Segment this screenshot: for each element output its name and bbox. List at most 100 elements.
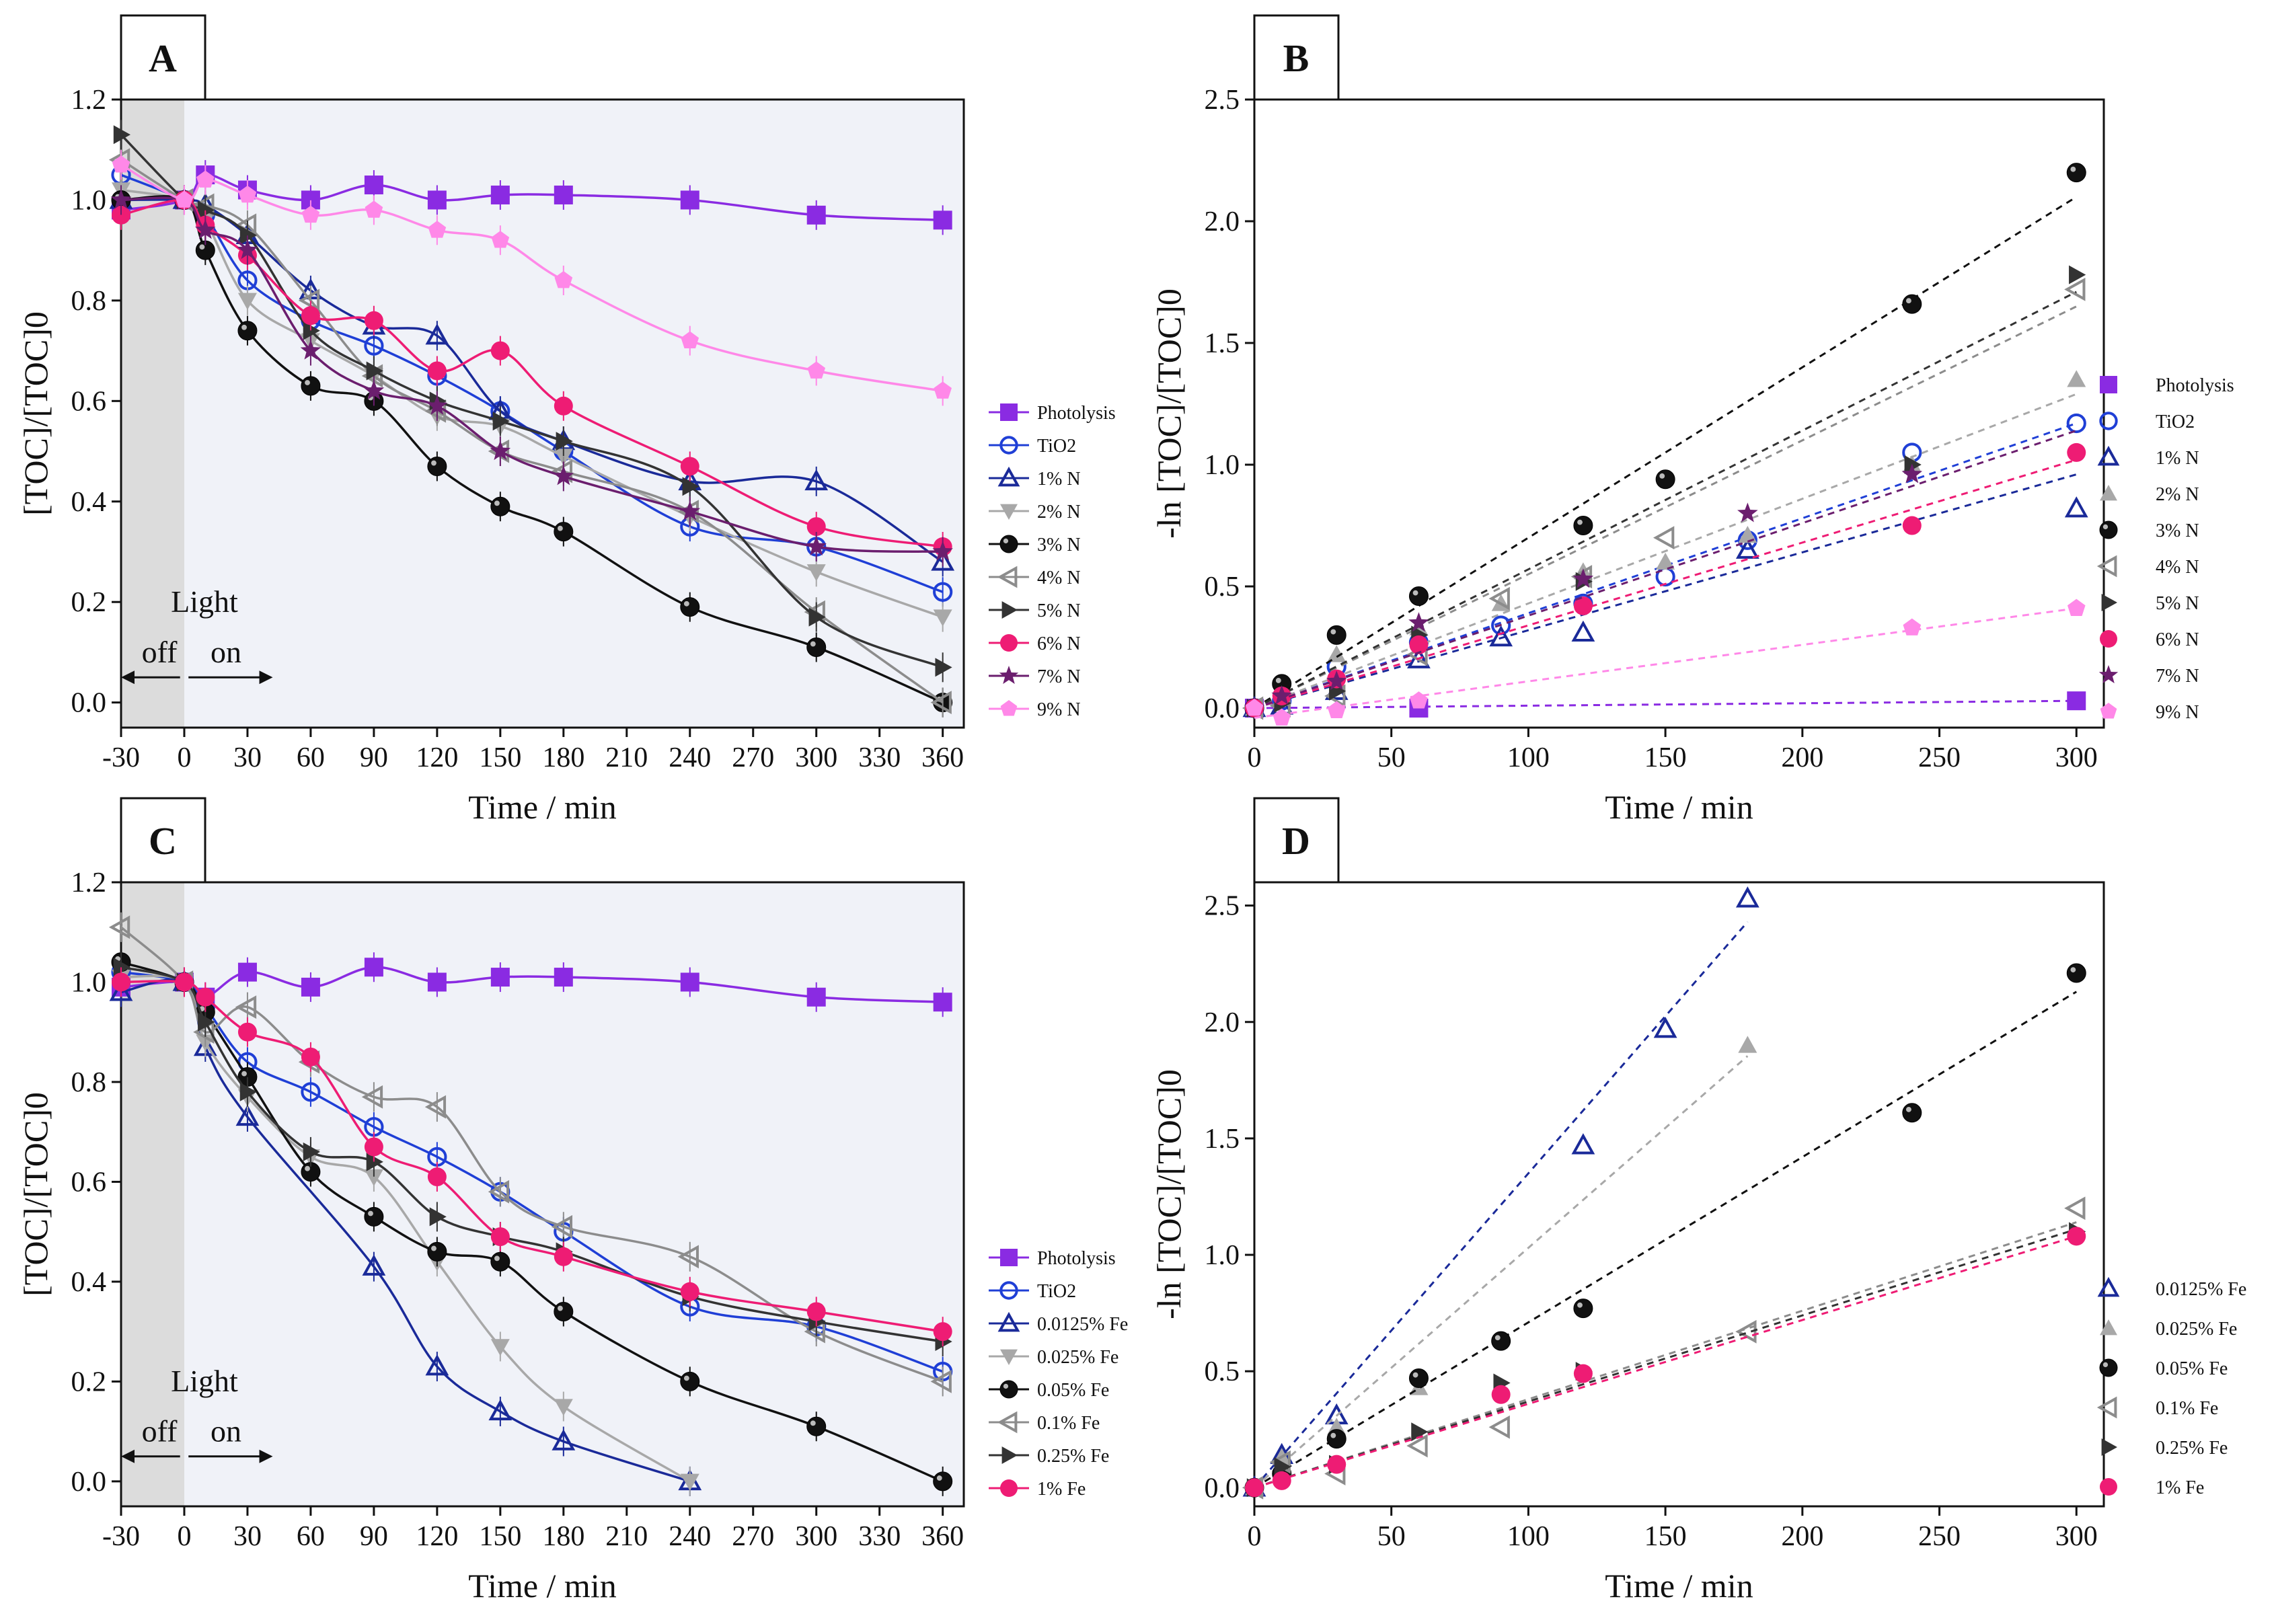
legend-label: 5% N — [2156, 593, 2199, 614]
legend-entry-3-n: 3% N — [989, 535, 1081, 555]
data-point — [2066, 963, 2086, 983]
data-point — [806, 564, 826, 582]
data-point — [427, 972, 447, 992]
data-point — [174, 972, 194, 992]
data-point — [427, 1241, 447, 1262]
data-point — [554, 968, 573, 987]
data-point — [1656, 552, 1675, 570]
data-point — [427, 1167, 447, 1187]
data-point — [425, 1354, 449, 1376]
y-tick-label: 0.0 — [1205, 1473, 1240, 1504]
legend-entry-photolysis: Photolysis — [2100, 375, 2234, 396]
data-point — [175, 190, 194, 208]
data-point — [364, 311, 383, 330]
data-point — [1571, 1133, 1595, 1155]
y-tick-label: 0.6 — [71, 386, 107, 417]
data-point — [931, 549, 955, 571]
panel-c: -30 0 30 60 90 120 150 180 210 240 270 300 330 360 0.0… — [17, 797, 1128, 1604]
legend-marker — [1001, 601, 1018, 619]
data-point — [2069, 265, 2086, 284]
fit-line — [1254, 1235, 2077, 1489]
x-tick-label: 210 — [605, 1521, 648, 1552]
data-point — [301, 376, 321, 396]
legend-label: Photolysis — [1037, 1248, 1116, 1269]
data-point — [198, 1012, 215, 1032]
data-point — [2064, 1196, 2086, 1221]
data-point-highlight — [683, 1375, 689, 1381]
x-tick-label: 120 — [416, 742, 458, 773]
legend-marker — [2096, 555, 2117, 578]
legend-label: 1% N — [2156, 448, 2199, 469]
data-point — [490, 1251, 510, 1272]
legend-label: 4% N — [1037, 568, 1081, 588]
data-point — [1573, 1299, 1593, 1319]
data-point — [364, 176, 383, 195]
x-tick-label: 200 — [1781, 742, 1823, 773]
x-tick-label: 50 — [1377, 742, 1406, 773]
data-point — [1573, 1364, 1593, 1383]
legend-entry-6-n: 6% N — [2100, 629, 2199, 650]
dark-region — [121, 100, 184, 728]
data-point — [194, 219, 216, 239]
y-tick-label: 0.8 — [71, 1067, 107, 1098]
data-point — [110, 189, 132, 209]
data-point-highlight — [241, 1071, 247, 1077]
data-point — [1738, 526, 1757, 543]
data-point — [1735, 886, 1759, 908]
legend-label: 0.05% Fe — [1037, 1380, 1109, 1401]
data-point — [554, 396, 573, 416]
x-tick-label: 180 — [542, 742, 584, 773]
x-tick-label: 250 — [1918, 742, 1961, 773]
legend-marker — [2097, 1276, 2120, 1297]
data-point — [807, 361, 826, 379]
data-point — [554, 1247, 573, 1266]
fit-line — [1254, 305, 2077, 709]
legend-entry-0-025-fe: 0.025% Fe — [2100, 1319, 2237, 1340]
y-tick-label: 0.6 — [71, 1167, 107, 1198]
data-point — [1573, 516, 1593, 536]
panel-letter: A — [149, 36, 177, 80]
x-tick-label: 360 — [921, 742, 964, 773]
x-tick-label: 150 — [1644, 742, 1687, 773]
legend-marker — [2097, 445, 2120, 466]
x-tick-label: -30 — [102, 742, 140, 773]
data-point — [298, 288, 320, 313]
x-tick-label: 210 — [605, 742, 648, 773]
data-point-highlight — [2070, 166, 2076, 172]
data-point — [806, 637, 827, 657]
legend-entry-9-n: 9% N — [989, 699, 1081, 720]
data-point — [365, 200, 383, 218]
y-tick-label: 0.2 — [71, 587, 107, 618]
data-point — [554, 522, 574, 542]
data-point — [1491, 1331, 1511, 1351]
data-point — [679, 500, 701, 520]
data-point — [364, 1169, 383, 1187]
legend-label: Photolysis — [1037, 403, 1116, 424]
data-point-highlight — [1577, 1302, 1583, 1308]
series-9-n — [1245, 598, 2086, 726]
y-tick-label: 1.0 — [71, 967, 107, 998]
data-point — [238, 185, 257, 203]
data-point — [1272, 1471, 1291, 1490]
y-tick-label: 0.4 — [71, 1267, 107, 1298]
data-point — [1327, 645, 1346, 662]
y-axis-label: -ln [TOC]/[TOC]0 — [1150, 1069, 1188, 1319]
panel-letter-box — [1253, 797, 1340, 884]
data-point — [490, 341, 510, 360]
data-point — [428, 221, 447, 238]
data-point — [1903, 618, 1922, 635]
fit-line — [1254, 473, 2077, 709]
plot-background — [121, 882, 964, 1506]
data-point — [364, 1206, 384, 1227]
data-point — [551, 1214, 573, 1239]
fit-line — [1254, 1221, 2077, 1489]
panel-letter: C — [149, 819, 177, 863]
legend-marker — [2100, 485, 2117, 501]
x-tick-label: 0 — [177, 1521, 191, 1552]
y-tick-label: 2.0 — [1205, 1007, 1240, 1038]
data-point — [235, 1104, 260, 1126]
data-point-highlight — [936, 1475, 942, 1481]
y-tick-label: 0.0 — [71, 688, 107, 719]
data-point — [303, 321, 320, 340]
legend-label: 9% N — [1037, 699, 1081, 720]
